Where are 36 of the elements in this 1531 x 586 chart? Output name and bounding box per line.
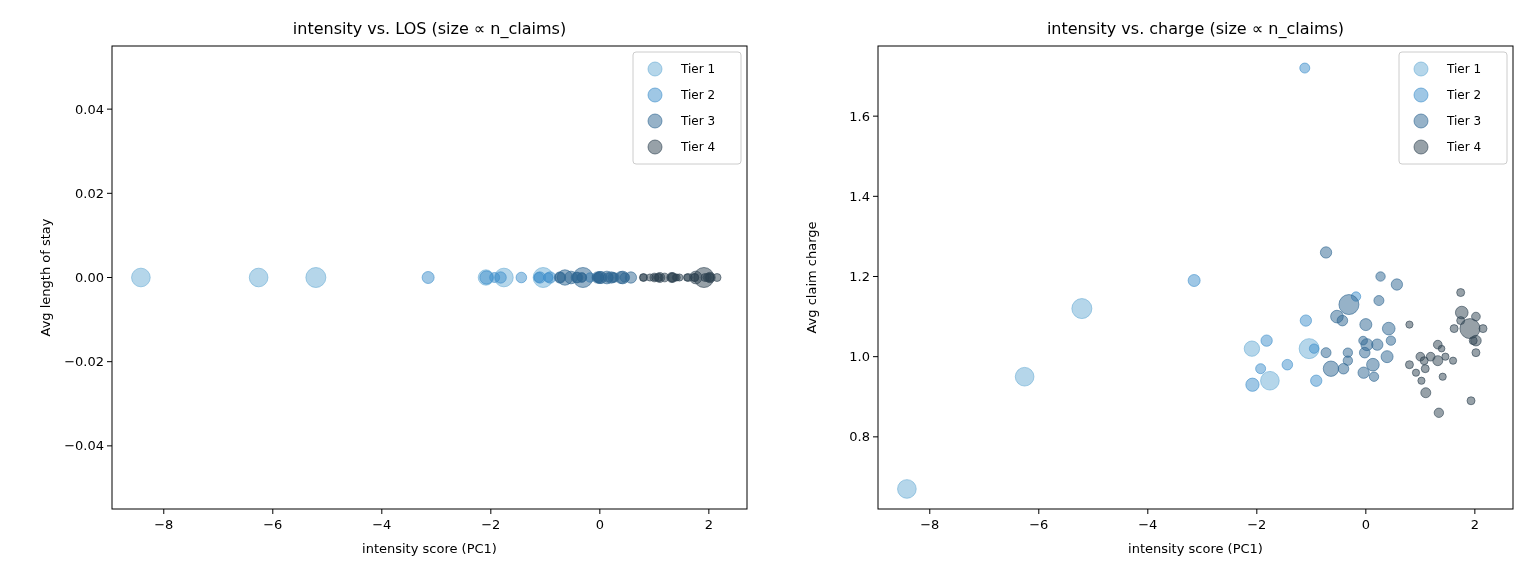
y-tick-label: 0.8 [849, 429, 870, 445]
x-tick-label: −8 [154, 517, 174, 532]
legend-label: Tier 1 [680, 62, 716, 77]
x-tick-label: −6 [1029, 517, 1049, 532]
x-tick-label: 0 [595, 517, 604, 532]
y-axis-title: Avg length of stay [38, 218, 53, 337]
x-tick-label: −4 [372, 517, 392, 532]
chart-title: intensity vs. LOS (size ∝ n_claims) [292, 19, 567, 39]
legend-label: Tier 2 [1446, 88, 1482, 103]
x-tick-label: −2 [481, 517, 501, 532]
x-tick-label: 2 [1470, 517, 1479, 532]
x-tick-label: −2 [1247, 517, 1267, 532]
legend-label: Tier 3 [1446, 114, 1482, 129]
y-axis-title: Avg claim charge [804, 221, 819, 334]
x-tick-label: 0 [1361, 517, 1370, 532]
chart-title: intensity vs. charge (size ∝ n_claims) [1046, 19, 1345, 39]
y-tick-label: −0.04 [64, 438, 104, 454]
y-tick-label: 1.0 [849, 349, 870, 365]
y-tick-label: 0.00 [75, 270, 104, 286]
x-tick-label: −4 [1138, 517, 1158, 532]
legend-label: Tier 2 [680, 88, 716, 103]
y-tick-label: 1.4 [849, 188, 870, 204]
legend-label: Tier 3 [680, 114, 716, 129]
y-tick-label: 1.2 [849, 269, 870, 285]
x-tick-label: −6 [263, 517, 283, 532]
x-tick-label: 2 [704, 517, 713, 532]
y-tick-label: 0.02 [75, 185, 104, 201]
y-tick-label: −0.02 [64, 354, 104, 370]
x-axis-title: intensity score (PC1) [1128, 541, 1263, 556]
legend-label: Tier 1 [1446, 62, 1482, 77]
x-tick-label: −8 [920, 517, 940, 532]
x-axis-title: intensity score (PC1) [362, 541, 497, 556]
legend-label: Tier 4 [680, 140, 716, 155]
legend-label: Tier 4 [1446, 140, 1482, 155]
y-tick-label: 1.6 [849, 108, 870, 124]
y-tick-label: 0.04 [75, 101, 104, 117]
